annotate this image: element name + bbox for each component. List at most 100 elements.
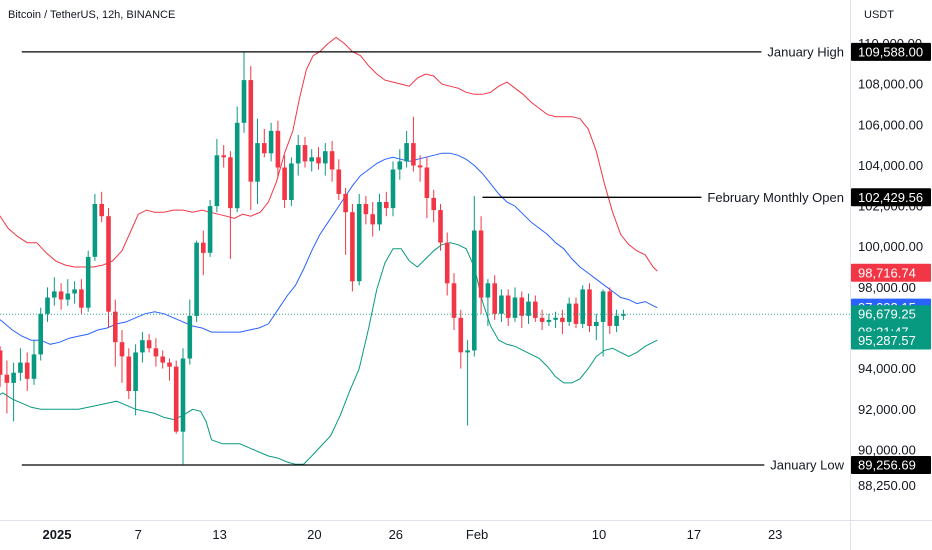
candle — [390, 161, 396, 217]
bollinger-upper-line — [0, 36, 658, 272]
candle-body — [255, 143, 260, 182]
candle — [275, 120, 281, 178]
price-tick-label: 92,000.00 — [858, 402, 916, 417]
candle — [214, 139, 220, 213]
candle-body — [451, 283, 457, 318]
candle-body — [390, 169, 396, 209]
price-tick-label: 94,000.00 — [858, 361, 916, 376]
candle-body — [214, 155, 220, 207]
candle — [472, 195, 477, 357]
candle-body — [356, 204, 362, 282]
candle-body — [539, 317, 545, 322]
candle-body — [45, 297, 50, 314]
candle — [424, 157, 430, 219]
candle-body — [397, 161, 403, 170]
candle-body — [587, 289, 592, 326]
candle-body — [99, 204, 104, 217]
candle — [31, 340, 37, 385]
candle — [92, 193, 98, 261]
candle — [241, 51, 247, 133]
candle-body — [24, 362, 30, 379]
candle — [329, 141, 335, 182]
candle-body — [146, 340, 152, 349]
price-tick-label: 104,000.00 — [858, 158, 923, 173]
candle-body — [18, 362, 23, 373]
candle — [18, 348, 23, 381]
time-tick-label: 2025 — [43, 527, 72, 542]
candle — [384, 191, 389, 217]
candle — [65, 279, 71, 306]
candle — [478, 216, 484, 314]
level-badge-text: 89,256.69 — [858, 458, 916, 473]
time-axis[interactable]: 2025 7 13 20 26 Feb 10 17 23 — [43, 527, 783, 542]
candle — [289, 157, 294, 207]
candle — [140, 332, 145, 363]
price-badge-text: 95,287.57 — [858, 333, 916, 348]
candle-body — [180, 358, 186, 432]
bollinger-lower-line — [0, 242, 658, 465]
candle-body — [58, 291, 64, 300]
candle — [573, 297, 579, 328]
candle — [580, 285, 585, 328]
candle — [492, 275, 497, 320]
candle — [465, 340, 470, 426]
candle-body — [560, 317, 565, 322]
candle-body — [370, 214, 375, 225]
candle — [512, 287, 518, 322]
candle-body — [113, 311, 118, 343]
candle-body — [492, 283, 497, 314]
candle-body — [38, 313, 43, 355]
candle — [499, 289, 504, 322]
candle — [377, 193, 382, 231]
candle — [79, 279, 84, 314]
candle-body — [194, 242, 199, 316]
candles — [0, 51, 626, 465]
candle-body — [512, 297, 518, 318]
candle-body — [472, 230, 477, 351]
candle-body — [72, 289, 77, 294]
candle — [600, 289, 606, 357]
candle — [255, 118, 260, 204]
candle-body — [566, 303, 572, 322]
level-price-badge: 89,256.69 — [851, 456, 931, 474]
level-badge-text: 102,429.56 — [858, 190, 923, 205]
candle — [594, 313, 599, 341]
candle-body — [160, 356, 165, 363]
candle-body — [282, 167, 287, 200]
candle — [126, 348, 132, 400]
candle — [146, 334, 152, 353]
candle — [614, 309, 619, 333]
candle — [621, 309, 626, 320]
price-badges: 109,588.00102,429.5689,256.6998,716.7497… — [851, 42, 931, 474]
candle — [153, 338, 159, 367]
price-badge-text: 96,679.25 — [858, 307, 916, 322]
candle — [343, 187, 348, 255]
currency-label[interactable]: USDT — [864, 9, 894, 21]
candle — [38, 307, 43, 361]
candle-body — [465, 350, 470, 353]
candle-body — [546, 319, 552, 322]
candle-body — [384, 202, 389, 209]
candle-body — [275, 130, 281, 168]
candle — [302, 137, 308, 168]
candle-body — [65, 293, 71, 300]
candle — [309, 149, 314, 172]
candle — [167, 358, 172, 381]
candle-body — [0, 350, 3, 375]
candle-body — [167, 362, 172, 367]
candle — [45, 287, 50, 322]
candle — [451, 273, 457, 330]
candle — [119, 330, 125, 383]
level-label: January High — [767, 44, 844, 59]
candle-body — [228, 157, 233, 209]
level-price-badge: 102,429.56 — [851, 188, 931, 207]
candle-body — [289, 163, 294, 200]
candle-body — [241, 80, 247, 123]
candle-body — [343, 193, 348, 213]
candle-body — [268, 130, 274, 154]
bollinger-middle-line — [0, 152, 658, 345]
horizontal-levels: January High February Monthly Open January… — [21, 44, 845, 473]
candle — [72, 281, 77, 304]
